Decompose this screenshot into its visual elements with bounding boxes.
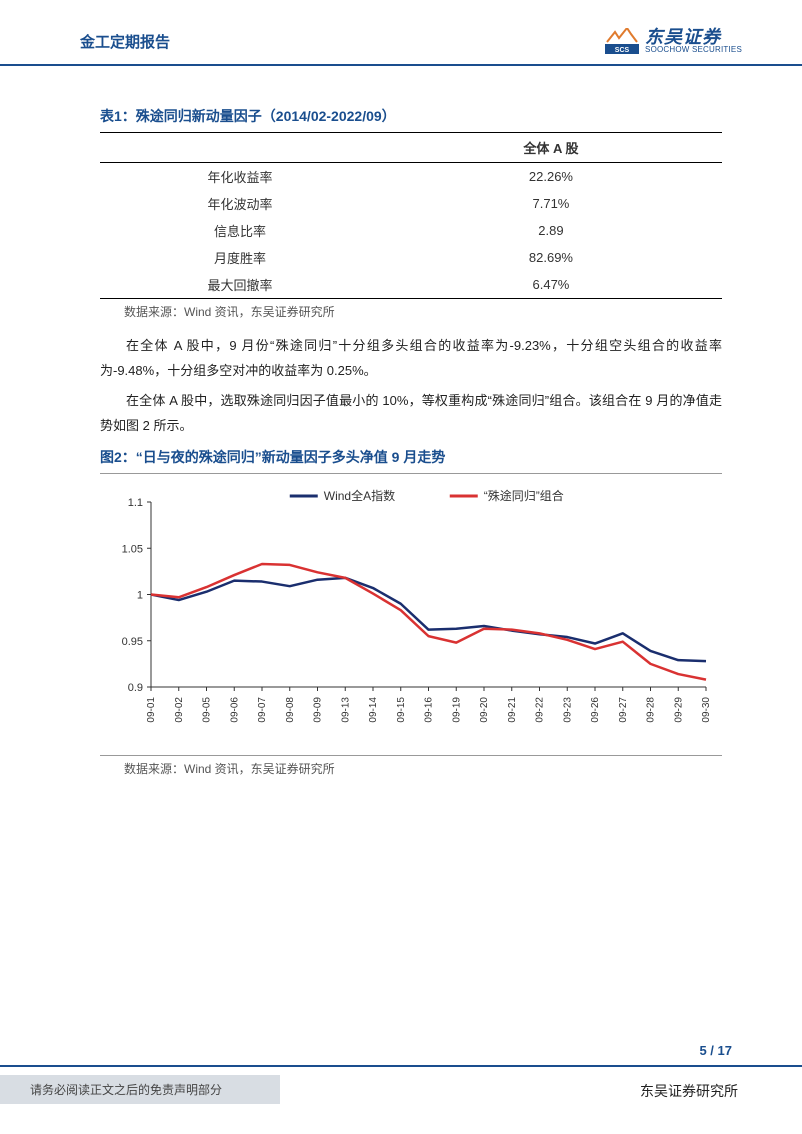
table-cell-value: 6.47%	[380, 271, 722, 299]
svg-text:09-13: 09-13	[340, 696, 351, 722]
svg-text:09-22: 09-22	[535, 696, 546, 722]
table-row: 最大回撤率6.47%	[100, 271, 722, 299]
page-content: 表1：殊途同归新动量因子（2014/02-2022/09） 全体 A 股 年化收…	[0, 66, 802, 777]
svg-text:09-01: 09-01	[146, 696, 157, 722]
page-header: 金工定期报告 SCS 东吴证券 SOOCHOW SECURITIES	[0, 0, 802, 66]
table-cell-value: 7.71%	[380, 190, 722, 217]
report-type-title: 金工定期报告	[80, 31, 170, 52]
logo-mark-text: SCS	[615, 47, 630, 54]
table1-title: 表1：殊途同归新动量因子（2014/02-2022/09）	[100, 106, 722, 126]
logo-cn-text: 东吴证券	[645, 28, 742, 46]
figure2-chart-wrap: 0.9 0.95 1 1.05 1.1 09-01 09-02 09-05 09-06 09-07…	[100, 473, 722, 756]
logo-text-block: 东吴证券 SOOCHOW SECURITIES	[645, 28, 742, 54]
svg-text:09-21: 09-21	[507, 696, 518, 722]
table-cell-value: 22.26%	[380, 163, 722, 191]
logo-en-text: SOOCHOW SECURITIES	[645, 46, 742, 54]
table-cell-label: 年化收益率	[100, 163, 380, 191]
svg-text:09-14: 09-14	[368, 696, 379, 722]
svg-text:0.9: 0.9	[128, 682, 143, 694]
svg-text:1: 1	[137, 589, 143, 601]
svg-text:09-23: 09-23	[562, 696, 573, 722]
table1-header-empty	[100, 133, 380, 163]
figure2-chart: 0.9 0.95 1 1.05 1.1 09-01 09-02 09-05 09-06 09-07…	[100, 482, 722, 742]
table-cell-label: 月度胜率	[100, 244, 380, 271]
svg-text:09-05: 09-05	[202, 696, 213, 722]
table1: 全体 A 股 年化收益率22.26%年化波动率7.71%信息比率2.89月度胜率…	[100, 132, 722, 299]
table1-source: 数据来源：Wind 资讯，东吴证券研究所	[100, 303, 722, 320]
svg-text:09-09: 09-09	[313, 696, 324, 722]
table-cell-value: 2.89	[380, 217, 722, 244]
footer-bar: 请务必阅读正文之后的免责声明部分 东吴证券研究所	[0, 1065, 802, 1104]
svg-text:09-30: 09-30	[701, 696, 712, 722]
svg-text:09-15: 09-15	[396, 696, 407, 722]
svg-text:Wind全A指数: Wind全A指数	[324, 488, 395, 503]
table-cell-label: 最大回撤率	[100, 271, 380, 299]
svg-text:0.95: 0.95	[122, 636, 143, 648]
svg-text:09-02: 09-02	[174, 696, 185, 722]
page-number: 5 / 17	[699, 1043, 732, 1058]
svg-text:09-28: 09-28	[646, 696, 657, 722]
paragraph-2: 在全体 A 股中，选取殊途同归因子值最小的 10%，等权重构成“殊途同归”组合。…	[100, 389, 722, 438]
table-cell-label: 年化波动率	[100, 190, 380, 217]
table-row: 年化收益率22.26%	[100, 163, 722, 191]
table-cell-label: 信息比率	[100, 217, 380, 244]
table-cell-value: 82.69%	[380, 244, 722, 271]
table-row: 信息比率2.89	[100, 217, 722, 244]
table1-header-col: 全体 A 股	[380, 133, 722, 163]
paragraph-1: 在全体 A 股中，9 月份“殊途同归”十分组多头组合的收益率为-9.23%，十分…	[100, 334, 722, 383]
svg-text:09-19: 09-19	[451, 696, 462, 722]
svg-text:09-16: 09-16	[424, 696, 435, 722]
svg-text:09-29: 09-29	[673, 696, 684, 722]
svg-text:09-07: 09-07	[257, 696, 268, 722]
svg-text:09-20: 09-20	[479, 696, 490, 722]
figure2-source: 数据来源：Wind 资讯，东吴证券研究所	[100, 760, 722, 777]
footer-disclaimer: 请务必阅读正文之后的免责声明部分	[0, 1075, 280, 1104]
svg-text:“殊途同归”组合: “殊途同归”组合	[484, 488, 564, 503]
figure2-title: 图2：“日与夜的殊途同归”新动量因子多头净值 9 月走势	[100, 447, 722, 467]
svg-text:09-06: 09-06	[229, 696, 240, 722]
svg-text:09-08: 09-08	[285, 696, 296, 722]
svg-text:1.05: 1.05	[122, 543, 143, 555]
table-row: 月度胜率82.69%	[100, 244, 722, 271]
footer-org: 东吴证券研究所	[640, 1075, 738, 1104]
svg-text:09-27: 09-27	[618, 696, 629, 722]
company-logo: SCS 东吴证券 SOOCHOW SECURITIES	[605, 28, 742, 54]
logo-mark-icon: SCS	[605, 28, 639, 54]
svg-text:09-26: 09-26	[590, 696, 601, 722]
table-row: 年化波动率7.71%	[100, 190, 722, 217]
svg-text:1.1: 1.1	[128, 497, 143, 509]
